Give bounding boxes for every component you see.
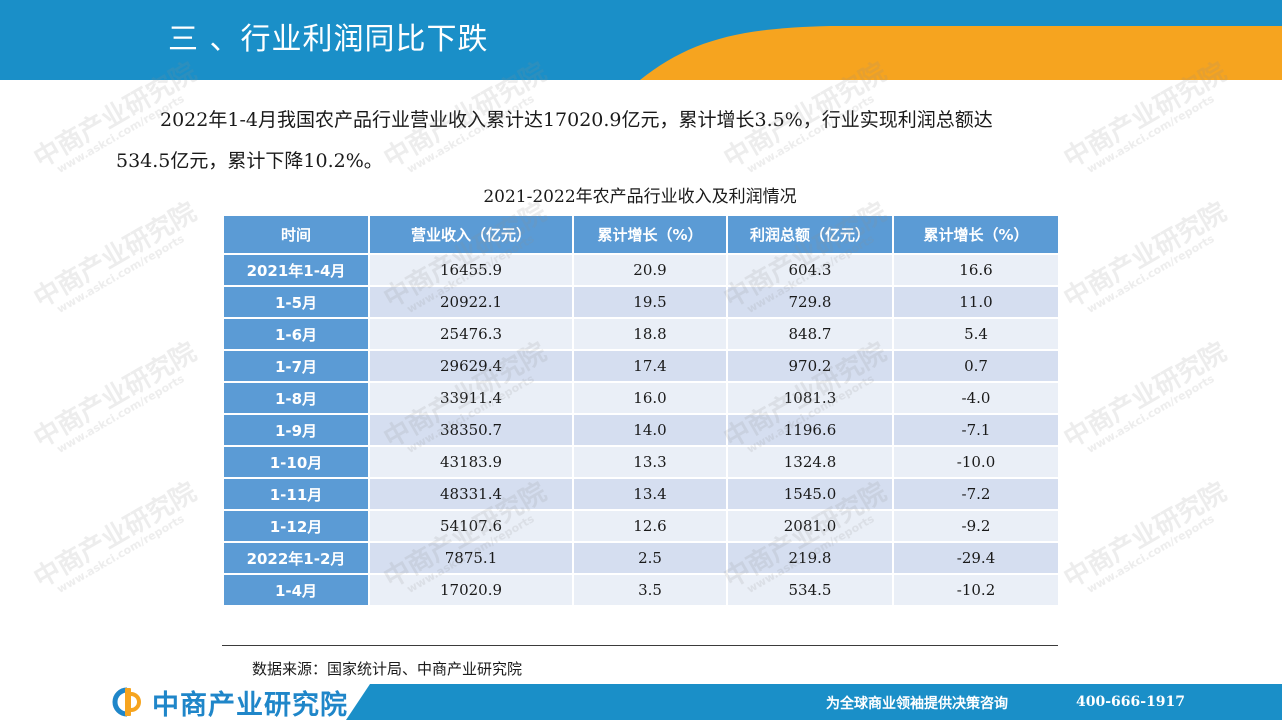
table-row: 1-5月 20922.1 19.5 729.8 11.0 [222,285,1060,319]
cell-revenue-growth: 19.5 [572,285,728,319]
cell-profit: 970.2 [726,349,894,383]
cell-revenue: 54107.6 [368,509,574,543]
cell-revenue: 16455.9 [368,253,574,287]
cell-profit-growth: -4.0 [892,381,1060,415]
cell-revenue: 38350.7 [368,413,574,447]
row-period: 1-5月 [222,285,370,319]
row-period: 1-8月 [222,381,370,415]
cell-profit-growth: -7.1 [892,413,1060,447]
cell-profit: 2081.0 [726,509,894,543]
cell-revenue-growth: 17.4 [572,349,728,383]
brand-lockup: 中商产业研究院 [112,685,348,721]
table-row: 1-9月 38350.7 14.0 1196.6 -7.1 [222,413,1060,447]
cell-profit-growth: -10.0 [892,445,1060,479]
table-row: 1-11月 48331.4 13.4 1545.0 -7.2 [222,477,1060,511]
column-header-revenue-growth: 累计增长（%） [572,214,728,255]
table-row: 1-4月 17020.9 3.5 534.5 -10.2 [222,573,1060,607]
brand-logo-icon [112,687,141,717]
intro-line-1: 2022年1-4月我国农产品行业营业收入累计达17020.9亿元，累计增长3.5… [160,109,993,131]
table-header-row: 时间 营业收入（亿元） 累计增长（%） 利润总额（亿元） 累计增长（%） [222,214,1060,255]
row-period: 2021年1-4月 [222,253,370,287]
cell-revenue-growth: 20.9 [572,253,728,287]
cell-profit-growth: -29.4 [892,541,1060,575]
intro-paragraph: 2022年1-4月我国农产品行业营业收入累计达17020.9亿元，累计增长3.5… [116,100,1176,182]
table-bottom-rule [222,645,1058,646]
cell-profit-growth: -10.2 [892,573,1060,607]
cell-profit: 729.8 [726,285,894,319]
table-row: 1-8月 33911.4 16.0 1081.3 -4.0 [222,381,1060,415]
column-header-revenue: 营业收入（亿元） [368,214,574,255]
header-background [0,0,1282,80]
table-row: 1-10月 43183.9 13.3 1324.8 -10.0 [222,445,1060,479]
cell-revenue-growth: 3.5 [572,573,728,607]
cell-profit: 1081.3 [726,381,894,415]
cell-profit-growth: 11.0 [892,285,1060,319]
cell-profit-growth: -7.2 [892,477,1060,511]
cell-revenue: 7875.1 [368,541,574,575]
cell-revenue: 33911.4 [368,381,574,415]
cell-revenue: 25476.3 [368,317,574,351]
slide-title: 三 、行业利润同比下跌 [168,22,489,57]
cell-profit: 604.3 [726,253,894,287]
row-period: 1-9月 [222,413,370,447]
cell-revenue-growth: 14.0 [572,413,728,447]
cell-profit: 1196.6 [726,413,894,447]
cell-revenue: 20922.1 [368,285,574,319]
cell-profit: 219.8 [726,541,894,575]
table-row: 2022年1-2月 7875.1 2.5 219.8 -29.4 [222,541,1060,575]
cell-profit-growth: 5.4 [892,317,1060,351]
column-header-period: 时间 [222,214,370,255]
cell-revenue-growth: 16.0 [572,381,728,415]
data-source-note: 数据来源：国家统计局、中商产业研究院 [252,660,523,678]
footer-background [346,684,1282,720]
cell-profit: 1324.8 [726,445,894,479]
row-period: 1-6月 [222,317,370,351]
cell-profit-growth: 0.7 [892,349,1060,383]
table-row: 1-6月 25476.3 18.8 848.7 5.4 [222,317,1060,351]
cell-revenue: 17020.9 [368,573,574,607]
cell-profit: 848.7 [726,317,894,351]
row-period: 1-11月 [222,477,370,511]
header-banner: 三 、行业利润同比下跌 [0,0,1282,80]
table-row: 1-12月 54107.6 12.6 2081.0 -9.2 [222,509,1060,543]
cell-profit-growth: -9.2 [892,509,1060,543]
cell-revenue: 43183.9 [368,445,574,479]
footer-slogan: 为全球商业领袖提供决策咨询 [826,696,1008,712]
footer-phone: 400-666-1917 [1076,694,1186,710]
row-period: 1-12月 [222,509,370,543]
table-row: 2021年1-4月 16455.9 20.9 604.3 16.6 [222,253,1060,287]
row-period: 1-10月 [222,445,370,479]
row-period: 2022年1-2月 [222,541,370,575]
cell-revenue-growth: 18.8 [572,317,728,351]
column-header-profit: 利润总额（亿元） [726,214,894,255]
table-row: 1-7月 29629.4 17.4 970.2 0.7 [222,349,1060,383]
row-period: 1-4月 [222,573,370,607]
table-title: 2021-2022年农产品行业收入及利润情况 [483,187,797,207]
cell-revenue: 29629.4 [368,349,574,383]
row-period: 1-7月 [222,349,370,383]
column-header-profit-growth: 累计增长（%） [892,214,1060,255]
intro-line-2: 534.5亿元，累计下降10.2%。 [116,150,383,172]
cell-revenue-growth: 13.4 [572,477,728,511]
brand-name: 中商产业研究院 [152,689,348,721]
cell-profit: 534.5 [726,573,894,607]
cell-revenue-growth: 12.6 [572,509,728,543]
cell-revenue: 48331.4 [368,477,574,511]
data-table: 时间 营业收入（亿元） 累计增长（%） 利润总额（亿元） 累计增长（%） 202… [222,214,1060,607]
cell-revenue-growth: 2.5 [572,541,728,575]
cell-revenue-growth: 13.3 [572,445,728,479]
footer-banner [0,684,1282,720]
cell-profit-growth: 16.6 [892,253,1060,287]
cell-profit: 1545.0 [726,477,894,511]
